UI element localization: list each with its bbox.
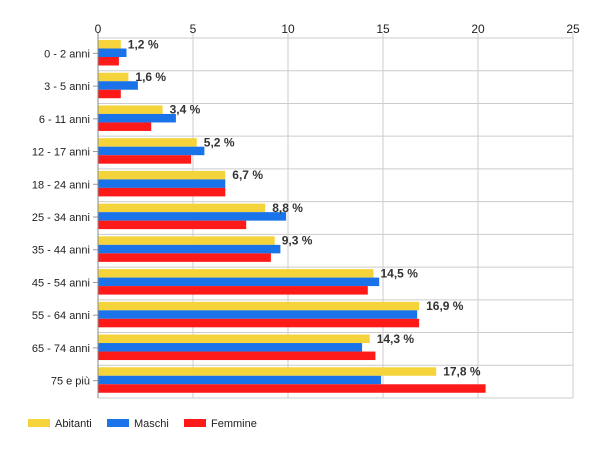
bar-maschi	[98, 244, 281, 254]
bar-femmine	[98, 187, 226, 197]
category-label: 55 - 64 anni	[32, 310, 90, 322]
legend-label-femmine: Femmine	[211, 418, 257, 430]
category-label: 35 - 44 anni	[32, 245, 90, 257]
x-tick-label: 20	[471, 22, 485, 36]
legend-label-abitanti: Abitanti	[55, 418, 92, 430]
legend-swatch-femmine	[184, 419, 206, 427]
category-label: 0 - 2 anni	[44, 48, 90, 60]
bar-femmine	[98, 155, 192, 164]
data-label: 3,4 %	[170, 103, 201, 117]
bar-abitanti	[98, 138, 197, 147]
x-tick-label: 15	[376, 22, 390, 36]
bar-abitanti	[98, 236, 275, 245]
data-label: 1,2 %	[128, 37, 159, 51]
category-label: 25 - 34 anni	[32, 212, 90, 224]
category-label: 3 - 5 anni	[44, 81, 90, 93]
data-label: 6,7 %	[232, 168, 263, 182]
bar-maschi	[98, 146, 205, 156]
bar-abitanti	[98, 301, 420, 311]
bar-maschi	[98, 179, 226, 188]
bar-maschi	[98, 343, 363, 352]
bar-maschi	[98, 212, 287, 221]
bar-femmine	[98, 220, 247, 230]
category-label: 65 - 74 anni	[32, 343, 90, 355]
data-label: 16,9 %	[426, 299, 464, 313]
data-label: 9,3 %	[282, 234, 313, 248]
bar-femmine	[98, 286, 368, 295]
bar-maschi	[98, 81, 138, 90]
bar-abitanti	[98, 40, 121, 49]
data-label: 8,8 %	[272, 201, 303, 215]
legend-swatch-abitanti	[28, 419, 50, 427]
bar-maschi	[98, 310, 418, 319]
data-label: 1,6 %	[135, 70, 166, 84]
bar-femmine	[98, 351, 376, 361]
category-label: 75 e più	[51, 376, 90, 388]
category-label: 45 - 54 anni	[32, 277, 90, 289]
bar-maschi	[98, 48, 127, 57]
x-tick-label: 10	[281, 22, 295, 36]
x-tick-label: 0	[95, 22, 102, 36]
bar-abitanti	[98, 334, 370, 344]
data-label: 14,5 %	[381, 266, 419, 280]
category-label: 18 - 24 anni	[32, 179, 90, 191]
bar-femmine	[98, 384, 486, 393]
bar-maschi	[98, 113, 176, 123]
x-tick-label: 25	[566, 22, 580, 36]
legend-label-maschi: Maschi	[134, 418, 169, 430]
bar-abitanti	[98, 203, 266, 213]
x-tick-label: 5	[190, 22, 197, 36]
bar-abitanti	[98, 367, 437, 376]
bar-abitanti	[98, 170, 226, 180]
bar-abitanti	[98, 105, 163, 114]
bar-femmine	[98, 318, 420, 328]
data-label: 14,3 %	[377, 332, 415, 346]
bar-abitanti	[98, 72, 129, 82]
category-label: 12 - 17 anni	[32, 147, 90, 159]
bar-femmine	[98, 253, 271, 262]
bar-femmine	[98, 57, 119, 66]
legend-swatch-maschi	[107, 419, 129, 427]
bar-abitanti	[98, 269, 374, 278]
data-label: 17,8 %	[443, 365, 481, 379]
data-label: 5,2 %	[204, 135, 235, 149]
bar-maschi	[98, 375, 382, 385]
category-label: 6 - 11 anni	[39, 114, 90, 126]
bar-maschi	[98, 277, 380, 287]
bar-femmine	[98, 89, 121, 99]
bar-femmine	[98, 122, 152, 131]
